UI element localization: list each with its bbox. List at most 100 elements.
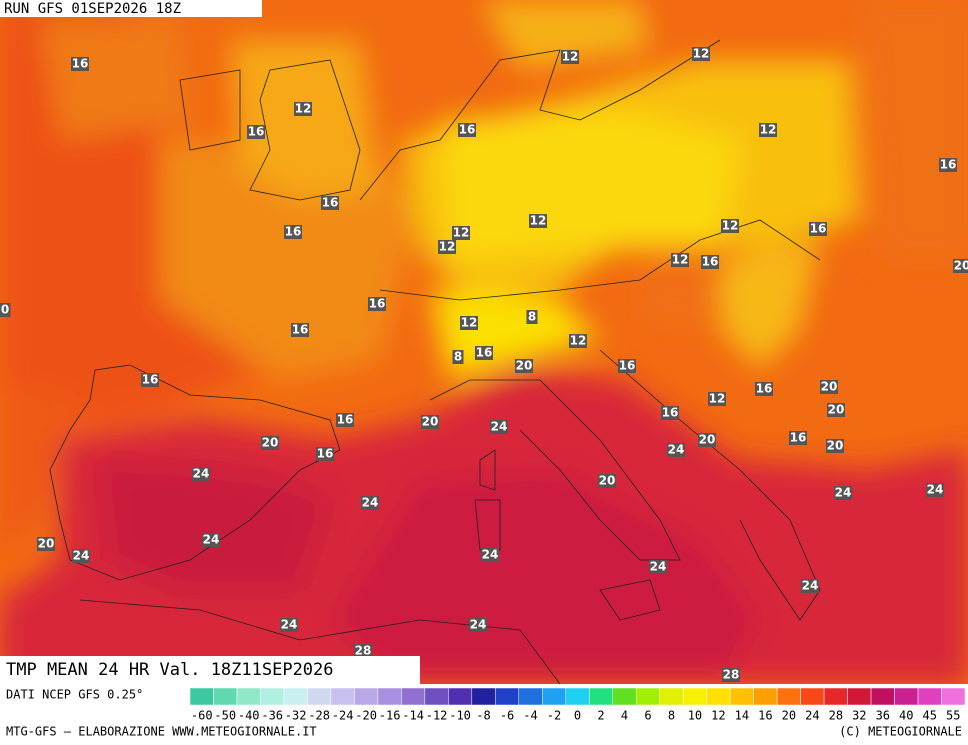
isotherm-label: 16 — [619, 359, 636, 373]
color-swatch — [401, 687, 426, 706]
isotherm-label: 16 — [285, 225, 302, 239]
label-box — [316, 447, 334, 461]
isotherm-label: 12 — [453, 226, 470, 240]
label-box — [71, 57, 89, 71]
label-box — [37, 537, 55, 551]
legend-label: 40 — [899, 709, 913, 723]
label-box — [569, 334, 587, 348]
isotherm-label: 12 — [439, 240, 456, 254]
color-swatch — [565, 687, 590, 706]
legend-label: -20 — [355, 709, 377, 723]
isotherm-label: 12 — [722, 219, 739, 233]
label-box — [529, 214, 547, 228]
legend-label: 8 — [668, 709, 675, 723]
legend-label: -14 — [402, 709, 424, 723]
color-swatch — [753, 687, 778, 706]
legend-label: -40 — [238, 709, 260, 723]
legend-label: -10 — [449, 709, 471, 723]
isotherm-label: 16 — [322, 196, 339, 210]
label-box — [692, 47, 710, 61]
temperature-field — [0, 0, 968, 685]
label-box — [701, 255, 719, 269]
legend-label: -6 — [500, 709, 514, 723]
isotherm-label: 24 — [802, 579, 819, 593]
label-box — [321, 196, 339, 210]
legend-label: 4 — [621, 709, 628, 723]
color-swatch — [495, 687, 520, 706]
color-swatch — [588, 687, 613, 706]
legend-label: 36 — [876, 709, 890, 723]
credit: MTG-GFS — ELABORAZIONE WWW.METEOGIORNALE… — [6, 725, 317, 739]
isotherm-label: 20 — [827, 439, 844, 453]
isotherm-label: 16 — [369, 297, 386, 311]
isotherm-label: 16 — [337, 413, 354, 427]
legend-label: -32 — [285, 709, 307, 723]
legend-label: -36 — [261, 709, 283, 723]
header-box — [0, 0, 262, 17]
isotherm-label: 16 — [292, 323, 309, 337]
label-box — [708, 392, 726, 406]
legend-label: -60 — [191, 709, 213, 723]
color-swatch — [776, 687, 801, 706]
color-swatch — [471, 687, 496, 706]
legend-label: 55 — [946, 709, 960, 723]
color-swatch — [659, 687, 684, 706]
isotherm-label: 16 — [142, 373, 159, 387]
color-swatch — [682, 687, 707, 706]
label-box — [939, 158, 957, 172]
isotherm-label: 28 — [355, 644, 372, 658]
label-box — [72, 549, 90, 563]
label-box — [294, 102, 312, 116]
label-box — [141, 373, 159, 387]
label-box — [789, 431, 807, 445]
label-box — [721, 219, 739, 233]
isotherm-label: 28 — [723, 668, 740, 682]
isotherm-label: 16 — [317, 447, 334, 461]
isotherm-label: 20 — [422, 415, 439, 429]
color-swatch — [236, 687, 261, 706]
isotherm-label: 12 — [672, 253, 689, 267]
isotherm-label: 12 — [295, 102, 312, 116]
map-title: TMP MEAN 24 HR Val. 18Z11SEP2026 — [6, 660, 334, 680]
label-box — [598, 474, 616, 488]
label-box — [926, 483, 944, 497]
label-box — [667, 443, 685, 457]
color-swatch — [189, 687, 214, 706]
isotherm-label: 20 — [821, 380, 838, 394]
legend-label: 28 — [829, 709, 843, 723]
isotherm-label: 16 — [476, 346, 493, 360]
isotherm-label: 24 — [281, 618, 298, 632]
legend-label: 6 — [644, 709, 651, 723]
isotherm-label: 20 — [262, 436, 279, 450]
label-box — [515, 359, 533, 373]
title-box — [0, 656, 420, 684]
legend-label: 2 — [597, 709, 604, 723]
isotherm-label: 24 — [203, 533, 220, 547]
isotherm-label: 12 — [461, 316, 478, 330]
legend-label: 12 — [711, 709, 725, 723]
coastlines — [49, 39, 821, 685]
isotherm-label: 12 — [709, 392, 726, 406]
isotherm-label: 24 — [193, 467, 210, 481]
isotherm-label: 20 — [828, 403, 845, 417]
isotherm-label: 16 — [940, 158, 957, 172]
isotherm-label: 20 — [599, 474, 616, 488]
label-box — [618, 359, 636, 373]
label-box — [192, 467, 210, 481]
colorbar: -60 -50 -40 -36 -32 -28 -24 -20 -16 -14 -12 -10 -8 -6… — [189, 687, 966, 723]
label-box — [809, 222, 827, 236]
label-box — [458, 123, 476, 137]
label-box — [801, 579, 819, 593]
isotherm-label: 24 — [491, 420, 508, 434]
label-box — [698, 433, 716, 447]
label-box — [452, 226, 470, 240]
legend-label: -50 — [214, 709, 236, 723]
legend-label: 0 — [574, 709, 581, 723]
label-box — [722, 668, 740, 682]
label-box — [469, 618, 487, 632]
isotherm-label: 12 — [530, 214, 547, 228]
run-info: RUN GFS 01SEP2026 18Z — [4, 1, 181, 17]
label-box — [820, 380, 838, 394]
isotherm-label: 16 — [459, 123, 476, 137]
color-swatch — [518, 687, 543, 706]
